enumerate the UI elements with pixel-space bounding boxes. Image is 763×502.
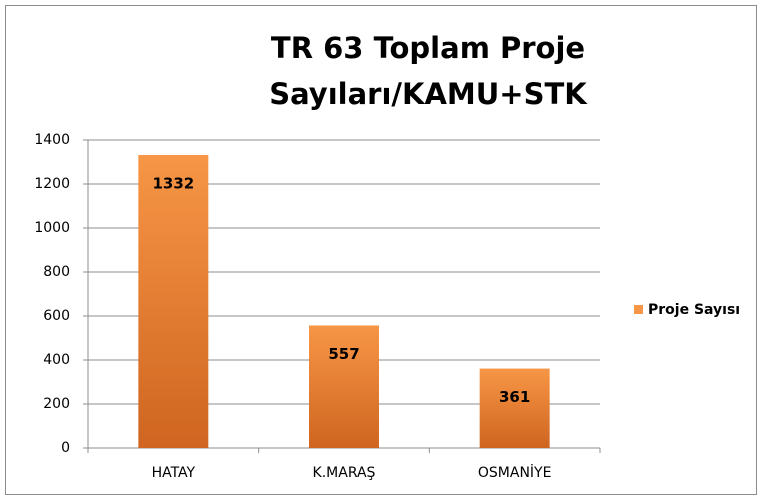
y-tick-label: 0: [61, 440, 70, 456]
bar: [309, 325, 379, 448]
y-tick-label: 800: [43, 264, 70, 280]
chart-title: TR 63 Toplam Proje: [271, 31, 585, 65]
bar: [479, 368, 550, 448]
value-label: 361: [499, 388, 530, 406]
chart-frame: [5, 5, 757, 495]
x-tick-label: OSMANİYE: [478, 463, 552, 481]
chart-title: Sayıları/KAMU+STK: [269, 77, 588, 111]
y-tick-label: 1000: [34, 220, 70, 236]
y-tick-label: 1400: [34, 132, 70, 148]
y-tick-label: 600: [43, 308, 70, 324]
y-tick-label: 400: [43, 352, 70, 368]
x-tick-label: HATAY: [152, 465, 196, 481]
legend-label: Proje Sayısı: [648, 302, 740, 318]
value-label: 1332: [152, 174, 194, 192]
legend-swatch: [634, 305, 643, 314]
y-tick-label: 1200: [34, 176, 70, 192]
y-tick-label: 200: [43, 396, 70, 412]
value-label: 557: [328, 345, 359, 363]
bar: [138, 154, 209, 448]
x-tick-label: K.MARAŞ: [313, 465, 376, 481]
